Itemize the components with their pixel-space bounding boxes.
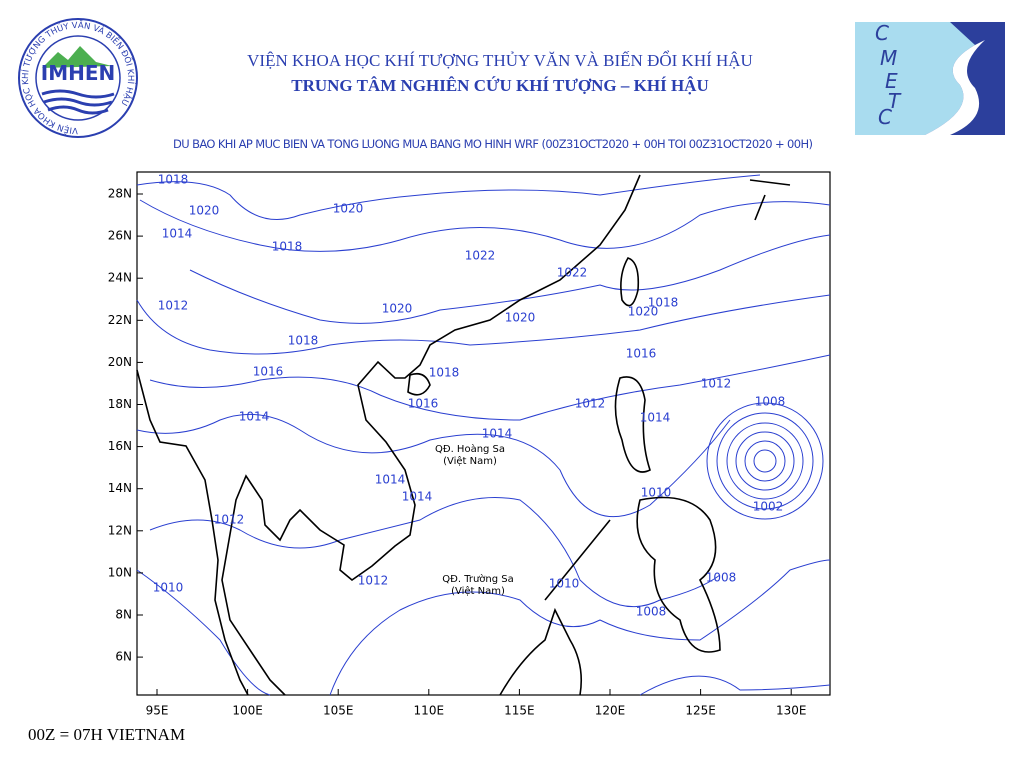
map-frame <box>136 171 831 696</box>
lon-label: 110E <box>414 704 445 718</box>
lon-label: 120E <box>595 704 626 718</box>
isobar-label: 1012 <box>358 574 389 588</box>
place-label: (Việt Nam) <box>451 585 505 597</box>
isobar-label: 1018 <box>429 366 460 380</box>
isobar-label: 1020 <box>382 302 413 316</box>
isobar-label: 1008 <box>636 605 667 619</box>
isobar-label: 1020 <box>505 311 536 325</box>
isobar-label: 1018 <box>648 296 679 310</box>
logo-letter: C <box>878 105 892 129</box>
lat-label: 14N <box>108 481 132 495</box>
lon-label: 130E <box>776 704 807 718</box>
lat-label: 18N <box>108 397 132 411</box>
isobar-label: 1012 <box>214 513 245 527</box>
isobar-label: 1022 <box>465 249 496 263</box>
isobar-label: 1020 <box>189 204 220 218</box>
isobar-label: 1014 <box>375 473 406 487</box>
lon-label: 105E <box>323 704 354 718</box>
isobar-label: 1020 <box>333 202 364 216</box>
lat-label: 16N <box>108 439 132 453</box>
isobar-label: 1012 <box>575 397 606 411</box>
lon-label: 100E <box>232 704 263 718</box>
isobar-label: 1010 <box>641 486 672 500</box>
place-label: QĐ. Trường Sa <box>442 573 514 585</box>
isobar-label: 1014 <box>482 427 513 441</box>
logo-letter: C <box>875 21 889 45</box>
isobar-label: 1012 <box>158 299 189 313</box>
coastlines <box>136 174 791 696</box>
isobar-label: 1014 <box>640 411 671 425</box>
lat-label: 12N <box>108 523 132 537</box>
lat-label: 6N <box>115 650 132 664</box>
lat-label: 24N <box>108 271 132 285</box>
lat-label: 26N <box>108 229 132 243</box>
map-labels: 28N 26N 24N 22N 20N 18N 16N 14N 12N 10N 8N 6N 95E 100… <box>108 173 807 718</box>
isobar-label: 1016 <box>408 397 439 411</box>
logo-letter: E <box>885 69 898 93</box>
isobar-label: 1012 <box>701 377 732 391</box>
logo-name: IMHEN <box>41 61 115 85</box>
lat-label: 28N <box>108 187 132 201</box>
isobar-label: 1010 <box>549 577 580 591</box>
lon-label: 115E <box>504 704 535 718</box>
logo-letter: T <box>888 89 902 113</box>
place-label: (Việt Nam) <box>443 455 497 467</box>
footer-note: 00Z = 07H VIETNAM <box>28 725 185 744</box>
isobar-label: 1008 <box>755 395 786 409</box>
isobar-label: 1010 <box>153 581 184 595</box>
lat-label: 20N <box>108 355 132 369</box>
lon-label: 125E <box>685 704 716 718</box>
isobar-label: 1014 <box>402 490 433 504</box>
isobar-label: 1018 <box>158 173 189 187</box>
lat-label: 22N <box>108 313 132 327</box>
isobar-label: 1016 <box>626 347 657 361</box>
isobar-label: 1002 <box>753 500 784 514</box>
imhen-logo: VIỆN KHOA HỌC KHÍ TƯỢNG THỦY VĂN VÀ BIẾN… <box>18 18 138 138</box>
isobars <box>136 174 831 696</box>
isobar-label: 1014 <box>239 410 270 424</box>
place-label: QĐ. Hoàng Sa <box>435 443 505 455</box>
isobar-label: 1018 <box>272 240 303 254</box>
isobar-label: 1022 <box>557 266 588 280</box>
isobar-label: 1014 <box>162 227 193 241</box>
lat-label: 10N <box>108 565 132 579</box>
isobar-label: 1020 <box>628 305 659 319</box>
isobar-label: 1016 <box>253 365 284 379</box>
institute-title: VIỆN KHOA HỌC KHÍ TƯỢNG THỦY VĂN VÀ BIẾN… <box>247 50 753 70</box>
map-subtitle: DU BAO KHI AP MUC BIEN VA TONG LUONG MUA… <box>173 137 813 151</box>
lon-label: 95E <box>146 704 169 718</box>
logo-letter: M <box>880 46 897 70</box>
cmetc-logo <box>855 22 1005 135</box>
center-title: TRUNG TÂM NGHIÊN CỨU KHÍ TƯỢNG – KHÍ HẬU <box>291 76 708 95</box>
lat-label: 8N <box>115 608 132 622</box>
isobar-label: 1008 <box>706 571 737 585</box>
isobar-label: 1018 <box>288 334 319 348</box>
